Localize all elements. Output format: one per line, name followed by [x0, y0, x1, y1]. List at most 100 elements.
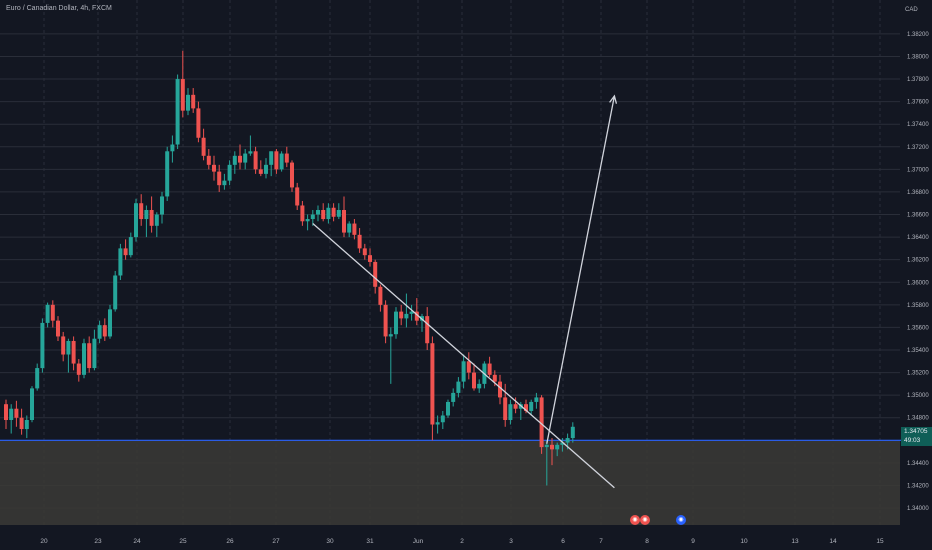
candle-body: [206, 155, 211, 165]
projection-arrow: [546, 95, 616, 444]
y-axis-tick-label: 1.36000: [907, 280, 929, 286]
y-axis-tick-label: 1.35800: [907, 303, 929, 309]
y-axis-tick-label: 1.37800: [907, 77, 929, 83]
candle-body: [279, 153, 284, 170]
candle-body: [165, 151, 170, 197]
candle-body: [9, 408, 14, 420]
candle-body: [196, 108, 201, 138]
candle-body: [539, 397, 544, 448]
candle-body: [555, 444, 560, 450]
x-axis-tick-label: 2: [460, 538, 464, 545]
candle-body: [430, 343, 435, 425]
candle-body: [134, 203, 138, 238]
candle-body: [243, 153, 248, 163]
candle-body: [264, 164, 268, 174]
candle-body: [45, 304, 50, 323]
x-axis-tick-label: 3: [509, 538, 513, 545]
event-icon[interactable]: ◉: [676, 515, 686, 525]
candle-body: [222, 180, 227, 186]
trendline: [312, 223, 615, 489]
candle-body: [232, 155, 237, 165]
candle-body: [61, 336, 66, 355]
candle-body: [56, 320, 60, 337]
earnings-icon[interactable]: ◉: [630, 515, 640, 525]
candle-body: [14, 408, 19, 418]
candle-body: [487, 363, 492, 375]
projection-arrowhead: [609, 94, 618, 104]
earnings-icon[interactable]: ◉: [640, 515, 650, 525]
candle-body: [544, 444, 549, 448]
y-axis-tick-label: 1.36200: [907, 258, 929, 264]
y-axis-tick-label: 1.37400: [907, 122, 929, 128]
candle-body: [461, 361, 466, 382]
candle-body: [201, 137, 206, 156]
candle-body: [128, 237, 133, 256]
y-axis-tick-label: 1.37600: [907, 100, 929, 106]
candle-body: [331, 207, 336, 217]
candle-body: [300, 205, 305, 222]
candle-body: [108, 309, 112, 337]
candle-body: [274, 151, 279, 170]
x-axis-tick-label: 23: [94, 538, 102, 545]
candle-body: [284, 153, 289, 163]
candle-body: [508, 404, 513, 420]
candle-body: [446, 401, 450, 416]
candle-body: [524, 404, 528, 411]
candle-body: [565, 438, 570, 443]
candle-body: [336, 210, 341, 217]
candle-body: [24, 420, 29, 430]
x-axis-tick-label: 9: [691, 538, 695, 545]
candle-body: [498, 381, 502, 398]
candle-body: [435, 422, 440, 425]
candle-body: [321, 210, 326, 220]
candle-body: [404, 313, 409, 319]
y-axis-tick-label: 1.35400: [907, 348, 929, 354]
candle-body: [269, 151, 274, 165]
candle-body: [357, 234, 362, 249]
candle-body: [19, 417, 24, 430]
candle-body: [425, 316, 430, 344]
candle-body: [378, 286, 383, 305]
x-axis-tick-label: 6: [561, 538, 565, 545]
candle-body: [92, 338, 97, 369]
candle-body: [409, 311, 414, 314]
candle-body: [40, 322, 45, 369]
x-axis-tick-label: 10: [740, 538, 748, 545]
chart-title: Euro / Canadian Dollar, 4h, FXCM: [6, 5, 112, 12]
candle-body: [316, 210, 320, 215]
candle-body: [326, 207, 331, 220]
y-axis-tick-label: 1.37200: [907, 145, 929, 151]
last-price-tag: 1.34705 49:03: [901, 427, 932, 446]
x-axis-tick-label: 14: [829, 538, 837, 545]
y-axis-tick-label: 1.38000: [907, 54, 929, 60]
y-axis-tick-label: 1.35200: [907, 371, 929, 377]
candle-body: [305, 219, 310, 222]
y-axis-tick-label: 1.36600: [907, 213, 929, 219]
candle-body: [440, 415, 445, 423]
candle-body: [258, 169, 263, 174]
y-axis-tick-label: 1.34200: [907, 483, 929, 489]
candle-body: [383, 304, 388, 337]
bar-countdown: 49:03: [904, 437, 921, 444]
x-axis-tick-label: 13: [791, 538, 799, 545]
candle-body: [373, 261, 378, 287]
y-axis-tick-label: 1.37000: [907, 167, 929, 173]
candle-body: [399, 311, 404, 319]
x-axis-tick-label: 25: [179, 538, 187, 545]
candle-body: [4, 404, 8, 420]
candle-body: [30, 388, 34, 420]
x-axis-tick-label: 7: [599, 538, 603, 545]
x-axis-tick-label: 27: [272, 538, 280, 545]
candle-body: [534, 397, 539, 402]
candle-body: [394, 311, 398, 335]
candle-body: [144, 210, 149, 220]
candle-body: [362, 248, 367, 256]
y-axis-tick-label: 1.35000: [907, 393, 929, 399]
candle-body: [227, 164, 232, 181]
candle-body: [35, 368, 40, 389]
candle-body: [503, 397, 508, 420]
candle-body: [97, 325, 102, 339]
candle-body: [154, 214, 159, 226]
x-axis-tick-label: 30: [326, 538, 334, 545]
